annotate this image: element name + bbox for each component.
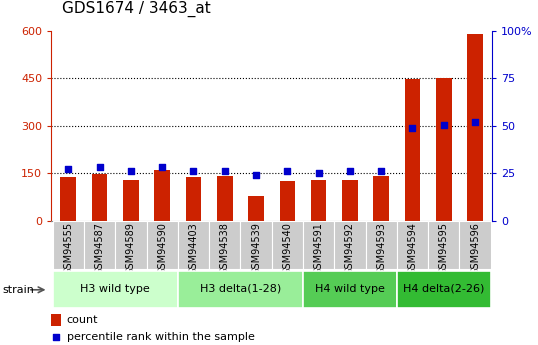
Text: count: count xyxy=(67,315,98,325)
Text: percentile rank within the sample: percentile rank within the sample xyxy=(67,333,254,342)
Text: GSM94539: GSM94539 xyxy=(251,222,261,275)
Point xyxy=(126,168,135,173)
Bar xyxy=(51,314,61,326)
Text: GSM94596: GSM94596 xyxy=(470,222,480,275)
Text: H3 delta(1-28): H3 delta(1-28) xyxy=(200,284,281,294)
Text: H4 wild type: H4 wild type xyxy=(315,284,385,294)
Point xyxy=(283,169,292,174)
Text: GSM94538: GSM94538 xyxy=(220,222,230,275)
Text: GSM94589: GSM94589 xyxy=(126,222,136,275)
Text: GSM94595: GSM94595 xyxy=(439,222,449,275)
Bar xyxy=(84,221,115,269)
Point xyxy=(95,164,104,169)
Point xyxy=(440,122,448,128)
Bar xyxy=(178,271,303,308)
Text: GSM94592: GSM94592 xyxy=(345,222,355,275)
Bar xyxy=(334,221,365,269)
Bar xyxy=(428,221,459,269)
Text: strain: strain xyxy=(3,285,34,295)
Text: H4 delta(2-26): H4 delta(2-26) xyxy=(403,284,484,294)
Bar xyxy=(405,79,420,221)
Bar xyxy=(397,221,428,269)
Text: H3 wild type: H3 wild type xyxy=(80,284,150,294)
Point xyxy=(252,172,260,178)
Bar xyxy=(311,180,327,221)
Bar xyxy=(240,221,272,269)
Bar xyxy=(303,271,397,308)
Point xyxy=(189,168,198,173)
Bar xyxy=(209,221,240,269)
Point xyxy=(345,168,354,173)
Point xyxy=(408,125,417,131)
Bar xyxy=(467,34,483,221)
Bar xyxy=(373,176,389,221)
Text: GSM94593: GSM94593 xyxy=(376,222,386,275)
Text: GSM94587: GSM94587 xyxy=(95,222,104,275)
Bar xyxy=(342,180,358,221)
Bar xyxy=(397,271,491,308)
Bar xyxy=(60,177,76,221)
Point xyxy=(64,166,73,171)
Bar xyxy=(303,221,334,269)
Point xyxy=(377,168,386,173)
Bar xyxy=(436,79,451,221)
Bar xyxy=(178,221,209,269)
Point xyxy=(221,168,229,173)
Text: GSM94594: GSM94594 xyxy=(407,222,417,275)
Bar xyxy=(154,170,170,221)
Bar xyxy=(365,221,397,269)
Bar xyxy=(459,221,491,269)
Text: GSM94540: GSM94540 xyxy=(282,222,292,275)
Text: GSM94590: GSM94590 xyxy=(157,222,167,275)
Point xyxy=(158,164,166,169)
Text: GDS1674 / 3463_at: GDS1674 / 3463_at xyxy=(62,1,210,17)
Text: GSM94591: GSM94591 xyxy=(314,222,324,275)
Bar xyxy=(280,181,295,221)
Bar xyxy=(217,176,232,221)
Point xyxy=(52,335,60,340)
Bar xyxy=(115,221,146,269)
Bar xyxy=(248,196,264,221)
Text: GSM94555: GSM94555 xyxy=(63,222,73,275)
Bar xyxy=(53,221,84,269)
Bar xyxy=(146,221,178,269)
Bar xyxy=(186,177,201,221)
Point xyxy=(314,171,323,176)
Bar xyxy=(123,180,139,221)
Point xyxy=(471,119,479,125)
Bar xyxy=(272,221,303,269)
Bar xyxy=(92,174,108,221)
Text: GSM94403: GSM94403 xyxy=(188,222,199,275)
Bar xyxy=(53,271,178,308)
